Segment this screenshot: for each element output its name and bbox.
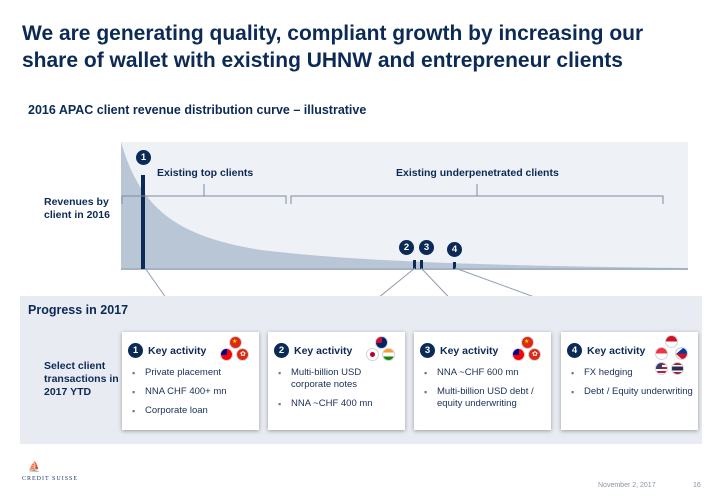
card-1-number: 1 (128, 343, 143, 358)
card-3-header: Key activity (440, 344, 499, 357)
japan-flag-icon (366, 348, 379, 361)
thailand-flag-icon (671, 362, 684, 375)
marker-bar-3 (420, 260, 423, 269)
page-number: 16 (693, 482, 701, 489)
card-2-bullet: Multi-billion USD corporate notes (278, 367, 400, 391)
card-2-bullet: NNA ~CHF 400 mn (278, 398, 400, 410)
australia-flag-icon (375, 336, 388, 349)
progress-title: Progress in 2017 (28, 303, 129, 317)
india-flag-icon (382, 348, 395, 361)
underpenetrated-clients-label: Existing underpenetrated clients (396, 167, 559, 179)
card-3-number: 3 (420, 343, 435, 358)
card-4-bullet: FX hedging (571, 367, 693, 379)
hong-kong-flag-icon: ✿ (236, 348, 249, 361)
y-axis-label: Revenues by client in 2016 (44, 196, 110, 221)
activity-card-2: 2 Key activity Multi-billion USD corporat… (268, 332, 405, 430)
marker-1-badge: 1 (136, 150, 151, 165)
activity-card-1: 1 Key activity Private placement NNA CHF … (122, 332, 259, 430)
marker-bar-2 (413, 260, 416, 269)
slide-title: We are generating quality, compliant gro… (22, 22, 644, 72)
card-4-bullet: Debt / Equity underwriting (571, 386, 693, 398)
footer-date: November 2, 2017 (598, 482, 656, 489)
credit-suisse-logo: CREDIT SUISSE (22, 476, 79, 482)
marker-4-badge: 4 (447, 242, 462, 257)
card-1-header: Key activity (148, 344, 207, 357)
top-clients-label: Existing top clients (157, 167, 254, 179)
chart-subtitle: 2016 APAC client revenue distribution cu… (28, 103, 367, 117)
transactions-label: Select client transactions in 2017 YTD (44, 360, 119, 398)
card-3-bullet: Multi-billion USD debt / equity underwri… (424, 386, 546, 410)
card-3-bullet: NNA ~CHF 600 mn (424, 367, 546, 379)
card-4-number: 4 (567, 343, 582, 358)
china-flag-icon: ★ (521, 336, 534, 349)
singapore-flag-icon (655, 347, 668, 360)
marker-3-badge: 3 (419, 240, 434, 255)
logo-sail-icon: ⛵ (28, 462, 41, 473)
marker-2-badge: 2 (399, 240, 414, 255)
indonesia-flag-icon (665, 335, 678, 348)
taiwan-flag-icon (220, 348, 233, 361)
card-2-number: 2 (274, 343, 289, 358)
card-1-bullet: Corporate loan (132, 405, 254, 417)
taiwan-flag-icon (512, 348, 525, 361)
card-1-bullet: Private placement (132, 367, 254, 379)
card-4-header: Key activity (587, 344, 646, 357)
marker-bar-4 (453, 262, 456, 269)
card-1-bullet: NNA CHF 400+ mn (132, 386, 254, 398)
activity-card-3: 3 Key activity NNA ~CHF 600 mn Multi-bill… (414, 332, 551, 430)
philippines-flag-icon (675, 347, 688, 360)
revenue-curve (121, 142, 688, 270)
activity-card-4: 4 Key activity FX hedging Debt / Equity u… (561, 332, 698, 430)
marker-bar-1 (141, 175, 145, 269)
usa-flag-icon (655, 362, 668, 375)
card-2-header: Key activity (294, 344, 353, 357)
china-flag-icon: ★ (229, 336, 242, 349)
hong-kong-flag-icon: ✿ (528, 348, 541, 361)
